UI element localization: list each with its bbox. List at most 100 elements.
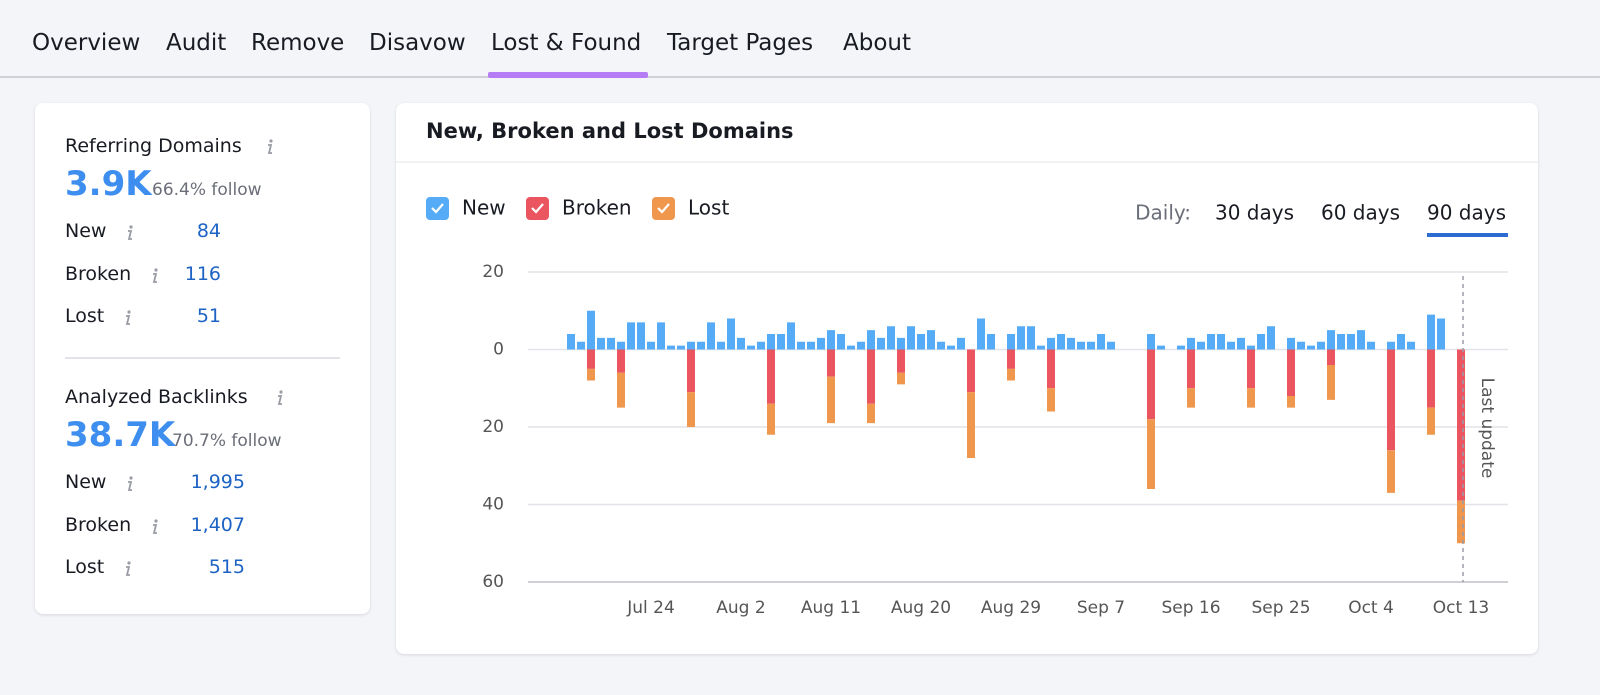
nav-tab[interactable]: Audit bbox=[166, 30, 227, 56]
summary-title: Referring Domains bbox=[65, 135, 242, 157]
legend-label: Broken bbox=[562, 196, 632, 220]
legend-label: Lost bbox=[688, 196, 729, 220]
bar-new bbox=[807, 341, 815, 350]
bar-new bbox=[647, 341, 655, 350]
bar-new bbox=[667, 345, 675, 350]
bar-new bbox=[847, 345, 855, 350]
bar-lost bbox=[1427, 407, 1435, 435]
bar-lost bbox=[1007, 368, 1015, 381]
legend-label: New bbox=[462, 196, 506, 220]
bar-new bbox=[837, 334, 845, 350]
bar-new bbox=[1207, 334, 1215, 350]
bar-new bbox=[627, 322, 635, 350]
bar-new bbox=[587, 310, 595, 350]
nav-tab[interactable]: About bbox=[843, 30, 912, 56]
bar-new bbox=[1067, 337, 1075, 350]
info-icon[interactable] bbox=[273, 389, 285, 407]
bar-new bbox=[1227, 341, 1235, 350]
bar-new bbox=[1347, 334, 1355, 350]
bar-broken bbox=[767, 349, 775, 404]
bar-new bbox=[917, 334, 925, 350]
summary-value: 3.9K bbox=[65, 164, 152, 204]
bar-broken bbox=[617, 349, 625, 373]
bar-new bbox=[617, 341, 625, 350]
row-value[interactable]: 515 bbox=[208, 556, 245, 578]
y-tick-label: 60 bbox=[482, 572, 504, 592]
bar-new bbox=[1097, 334, 1105, 350]
bar-lost bbox=[1327, 365, 1335, 400]
bar-broken bbox=[1007, 349, 1015, 369]
bar-new bbox=[737, 337, 745, 350]
bar-new bbox=[1087, 341, 1095, 350]
bar-new bbox=[907, 326, 915, 350]
bar-new bbox=[1367, 341, 1375, 350]
bar-lost bbox=[827, 376, 835, 424]
bar-broken bbox=[1187, 349, 1195, 389]
row-label: New bbox=[65, 471, 107, 493]
bar-broken bbox=[1047, 349, 1055, 389]
bar-new bbox=[877, 337, 885, 350]
bar-lost bbox=[897, 372, 905, 385]
bar-new bbox=[707, 322, 715, 350]
bar-new bbox=[597, 337, 605, 350]
bar-new bbox=[817, 337, 825, 350]
period-tab[interactable]: 30 days bbox=[1215, 201, 1294, 225]
bar-new bbox=[867, 330, 875, 350]
bar-new bbox=[567, 334, 575, 350]
bar-new bbox=[1037, 345, 1045, 350]
bar-new bbox=[1437, 318, 1445, 350]
bar-new bbox=[797, 341, 805, 350]
info-icon[interactable] bbox=[121, 309, 133, 327]
row-label: Lost bbox=[65, 305, 105, 327]
bar-lost bbox=[617, 372, 625, 408]
nav-tab[interactable]: Remove bbox=[251, 30, 345, 56]
legend-checkbox bbox=[652, 197, 675, 220]
period-label: Daily: bbox=[1135, 201, 1191, 225]
period-tab[interactable]: 90 days bbox=[1427, 201, 1506, 225]
bar-new bbox=[937, 341, 945, 350]
info-icon[interactable] bbox=[121, 560, 133, 578]
summary-card: Referring Domains 3.9K 66.4% follow New 84 Br… bbox=[35, 103, 370, 614]
row-value[interactable]: 84 bbox=[196, 220, 221, 242]
row-value[interactable]: 51 bbox=[196, 305, 221, 327]
info-icon[interactable] bbox=[123, 224, 135, 242]
bar-new bbox=[637, 322, 645, 350]
divider bbox=[65, 357, 340, 359]
bar-new bbox=[1027, 326, 1035, 350]
bar-broken bbox=[687, 349, 695, 393]
bar-broken bbox=[897, 349, 905, 373]
info-icon[interactable] bbox=[148, 518, 160, 536]
bar-new bbox=[857, 341, 865, 350]
info-icon[interactable] bbox=[263, 138, 275, 156]
row-value[interactable]: 1,407 bbox=[190, 513, 245, 536]
legend-checkbox bbox=[426, 197, 449, 220]
bar-lost bbox=[767, 403, 775, 435]
bar-new bbox=[1217, 334, 1225, 350]
active-tab-underline bbox=[488, 72, 648, 78]
bar-lost bbox=[1047, 388, 1055, 412]
bar-lost bbox=[687, 392, 695, 427]
nav-tab[interactable]: Disavow bbox=[369, 30, 466, 56]
info-icon[interactable] bbox=[123, 475, 135, 493]
bar-new bbox=[1287, 337, 1295, 350]
nav-border bbox=[0, 76, 1600, 78]
nav-tab[interactable]: Target Pages bbox=[667, 30, 814, 56]
bar-new bbox=[767, 334, 775, 350]
bar-new bbox=[1297, 341, 1305, 350]
nav-tab[interactable]: Lost & Found bbox=[491, 30, 642, 56]
bar-new bbox=[1257, 334, 1265, 350]
row-value[interactable]: 1,995 bbox=[190, 471, 245, 493]
summary-title: Analyzed Backlinks bbox=[65, 386, 248, 408]
info-icon[interactable] bbox=[148, 267, 160, 285]
bar-new bbox=[1267, 326, 1275, 350]
bar-new bbox=[1177, 345, 1185, 350]
bar-new bbox=[1077, 341, 1085, 350]
bar-new bbox=[1397, 334, 1405, 350]
row-value[interactable]: 116 bbox=[184, 262, 221, 285]
period-tab[interactable]: 60 days bbox=[1321, 201, 1400, 225]
nav-tab[interactable]: Overview bbox=[32, 30, 141, 56]
x-tick-label: Aug 20 bbox=[891, 598, 951, 618]
bar-lost bbox=[1287, 396, 1295, 408]
legend-check bbox=[657, 203, 670, 214]
